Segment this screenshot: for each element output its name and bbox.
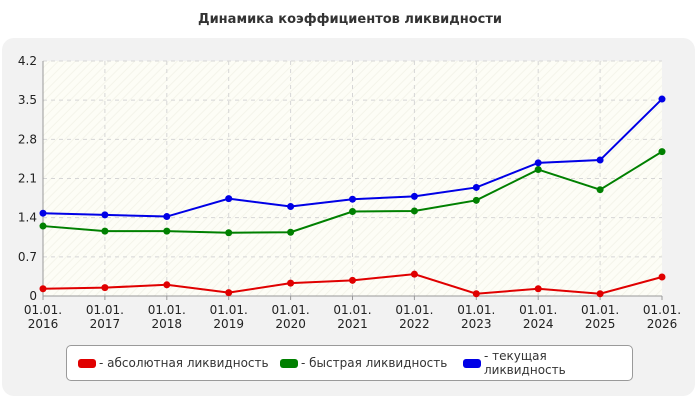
y-tick-label: 2.8: [18, 132, 37, 146]
x-tick-label-line: 2024: [523, 317, 554, 331]
data-point-0: [596, 290, 604, 298]
data-point-1: [39, 222, 47, 230]
y-tick-label: 0.7: [18, 250, 37, 264]
x-tick-label-line: 2025: [585, 317, 616, 331]
x-tick-label-line: 2016: [28, 317, 59, 331]
data-point-1: [225, 229, 233, 237]
legend-swatch-quick: [280, 358, 298, 368]
y-tick-label: 0: [29, 289, 37, 303]
data-point-2: [534, 159, 542, 167]
data-point-2: [410, 192, 418, 200]
data-point-1: [349, 208, 356, 216]
y-tick-label: 2.1: [18, 172, 37, 186]
x-tick-label-line: 01.01.: [395, 303, 433, 317]
data-point-0: [472, 290, 480, 298]
x-tick-label-line: 01.01.: [148, 303, 186, 317]
x-tick-label-line: 2020: [275, 317, 306, 331]
y-tick-label: 3.5: [18, 93, 37, 107]
x-tick-label: 01.01. 2026: [643, 303, 681, 331]
x-tick-label: 01.01. 2018: [148, 303, 186, 331]
data-point-0: [349, 276, 356, 284]
x-tick-label-line: 01.01.: [272, 303, 310, 317]
x-tick-label-line: 01.01.: [24, 303, 62, 317]
data-point-2: [349, 195, 356, 203]
data-point-0: [534, 285, 542, 293]
data-point-1: [101, 227, 109, 235]
x-tick-label-line: 01.01.: [210, 303, 248, 317]
x-tick-label: 01.01. 2024: [519, 303, 557, 331]
data-point-2: [163, 213, 171, 221]
x-tick-label: 01.01. 2019: [210, 303, 248, 331]
x-tick-label-line: 2021: [337, 317, 368, 331]
x-tick-label: 01.01. 2016: [24, 303, 62, 331]
x-tick-label: 01.01. 2022: [395, 303, 433, 331]
data-point-0: [101, 284, 109, 292]
data-point-2: [101, 211, 109, 219]
data-point-0: [658, 273, 666, 281]
x-tick-label-line: 2018: [152, 317, 183, 331]
x-tick-label-line: 01.01.: [333, 303, 371, 317]
data-point-1: [410, 207, 418, 215]
legend-swatch-absolute: [78, 358, 96, 368]
x-tick-label: 01.01. 2025: [581, 303, 619, 331]
data-point-2: [472, 183, 480, 191]
x-tick-label-line: 2023: [461, 317, 492, 331]
legend-item-current: - текущая ликвидность: [463, 346, 632, 380]
legend-item-quick: - быстрая ликвидность: [280, 346, 447, 380]
data-point-0: [410, 270, 418, 278]
x-tick-label: 01.01. 2020: [272, 303, 310, 331]
x-tick-label-line: 01.01.: [519, 303, 557, 317]
x-tick-label-line: 01.01.: [643, 303, 681, 317]
data-point-0: [287, 279, 295, 287]
data-point-2: [658, 95, 666, 103]
data-point-1: [287, 228, 295, 236]
data-point-2: [596, 156, 604, 164]
x-tick-label-line: 2026: [647, 317, 678, 331]
x-tick-label-line: 01.01.: [457, 303, 495, 317]
data-point-1: [163, 227, 171, 235]
data-point-2: [39, 209, 47, 217]
x-tick-label: 01.01. 2021: [333, 303, 371, 331]
legend-label-quick: - быстрая ликвидность: [301, 356, 448, 370]
x-tick-label: 01.01. 2023: [457, 303, 495, 331]
legend-label-current: - текущая ликвидность: [483, 349, 566, 377]
x-tick-label-line: 2019: [213, 317, 244, 331]
x-tick-label: 01.01. 2017: [86, 303, 124, 331]
x-tick-label-line: 2022: [399, 317, 430, 331]
data-point-2: [225, 195, 233, 203]
legend-label-absolute: - абсолютная ликвидность: [99, 356, 269, 370]
data-point-2: [287, 202, 295, 210]
legend-item-absolute: - абсолютная ликвидность: [78, 346, 269, 380]
y-tick-label: 1.4: [18, 211, 37, 225]
data-point-0: [225, 289, 233, 297]
legend-swatch-current: [463, 358, 481, 368]
x-tick-label-line: 01.01.: [86, 303, 124, 317]
data-point-1: [596, 186, 604, 194]
data-point-1: [534, 166, 542, 174]
y-tick-label: 4.2: [18, 54, 37, 68]
x-tick-label-line: 2017: [90, 317, 121, 331]
x-tick-label-line: 01.01.: [581, 303, 619, 317]
chart-legend: - абсолютная ликвидность - быстрая ликви…: [66, 345, 633, 381]
chart-title: Динамика коэффициентов ликвидности: [198, 12, 502, 27]
data-point-1: [472, 196, 480, 204]
data-point-0: [39, 285, 47, 293]
data-point-1: [658, 148, 666, 156]
data-point-0: [163, 281, 171, 289]
